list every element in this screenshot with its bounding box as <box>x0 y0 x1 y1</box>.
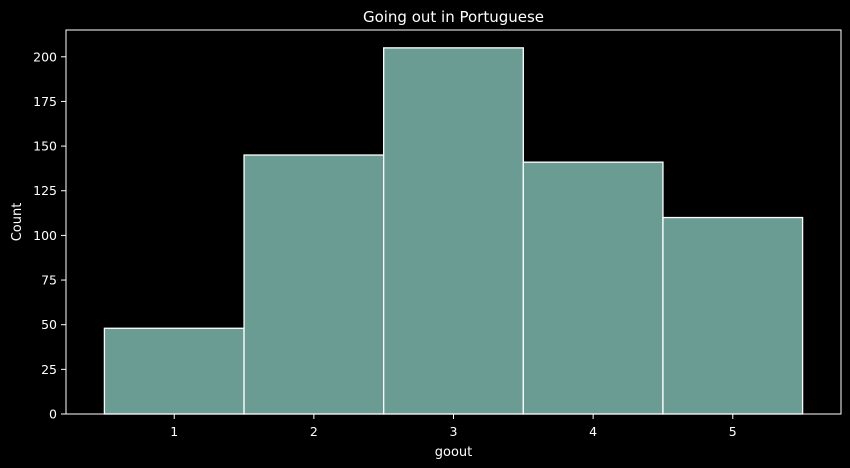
bars-group <box>103 47 804 415</box>
y-tick-label: 25 <box>41 362 57 377</box>
y-tick-label: 125 <box>33 183 57 198</box>
bar-4 <box>522 161 664 415</box>
y-axis-ticks: 0 25 50 75 100 125 150 175 200 <box>33 49 66 422</box>
y-tick-label: 175 <box>33 94 57 109</box>
x-axis-label: goout <box>435 445 473 460</box>
bar-1 <box>103 327 245 415</box>
bar-5 <box>662 216 804 415</box>
y-tick-label: 100 <box>33 228 57 243</box>
x-tick-label: 4 <box>589 424 597 439</box>
chart-title: Going out in Portuguese <box>363 8 544 26</box>
y-tick-label: 150 <box>33 139 57 154</box>
x-tick-label: 1 <box>170 424 178 439</box>
plot-frame <box>65 29 842 415</box>
y-tick-label: 200 <box>33 49 57 64</box>
x-axis-ticks: 1 2 3 4 5 <box>170 414 737 439</box>
bar-2 <box>243 154 385 415</box>
y-tick-label: 0 <box>49 407 57 422</box>
x-tick-label: 3 <box>450 424 458 439</box>
y-tick-label: 50 <box>41 317 57 332</box>
x-tick-label: 5 <box>729 424 737 439</box>
y-tick-label: 75 <box>41 273 57 288</box>
x-tick-label: 2 <box>310 424 318 439</box>
y-axis-label: Count <box>10 203 25 242</box>
bar-3 <box>383 47 524 415</box>
